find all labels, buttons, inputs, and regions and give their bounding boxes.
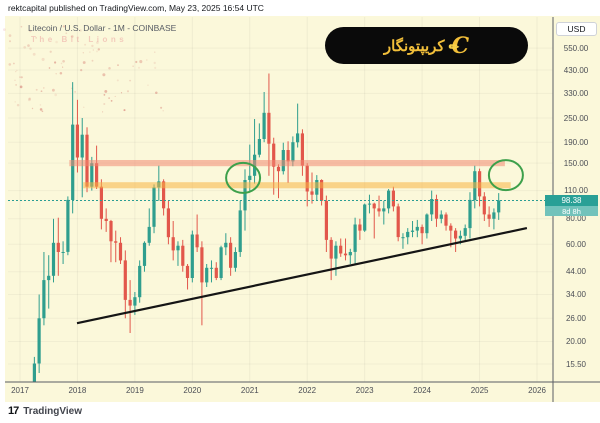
footer: 17 TradingView <box>8 404 82 418</box>
year-tick-label: 2026 <box>528 386 546 395</box>
price-tick-label: 26.00 <box>565 313 587 323</box>
published-line: rektcapital published on TradingView.com… <box>8 3 264 13</box>
year-tick-label: 2024 <box>413 386 431 395</box>
year-tick-label: 2022 <box>298 386 317 395</box>
price-tick-label: 44.00 <box>565 267 587 277</box>
price-tick-label: 550.00 <box>563 43 589 53</box>
chart-title: Litecoin / U.S. Dollar - 1M - COINBASE <box>28 23 177 33</box>
price-tick-label: 80.00 <box>565 214 587 224</box>
year-tick-label: 2021 <box>240 386 259 395</box>
year-tick-label: 2023 <box>355 386 374 395</box>
year-tick-label: 2025 <box>470 386 489 395</box>
year-tick-label: 2018 <box>68 386 87 395</box>
speckle-watermark <box>3 25 164 113</box>
price-tick-label: 250.00 <box>563 113 589 123</box>
brand-badge: کریپتونگار C ✎ <box>325 27 528 64</box>
brand-badge-label: کریپتونگار <box>383 37 445 55</box>
currency-button[interactable]: USD <box>556 22 597 36</box>
last-price-badge: 98.38 <box>545 195 598 206</box>
price-tick-label: 330.00 <box>563 88 589 98</box>
price-tick-label: 15.50 <box>565 359 587 369</box>
price-tick-label: 110.00 <box>564 186 588 196</box>
brand-monogram: C ✎ <box>445 35 469 57</box>
year-tick-label: 2017 <box>11 386 29 395</box>
tradingview-logo-icon: 17 <box>8 405 19 417</box>
price-tick-label: 430.00 <box>563 65 589 75</box>
price-tick-label: 34.00 <box>565 290 587 299</box>
year-tick-label: 2020 <box>183 386 202 395</box>
watermark-text: The Bit Lions <box>31 35 128 44</box>
price-tick-label: 190.00 <box>563 137 589 147</box>
price-tick-label: 60.00 <box>565 239 587 249</box>
year-tick-label: 2019 <box>125 386 144 395</box>
tradingview-brand-link[interactable]: TradingView <box>23 405 82 417</box>
price-tick-label: 20.00 <box>565 337 587 346</box>
chart-panel <box>5 16 600 402</box>
bar-countdown-badge: 8d 8h <box>545 206 598 216</box>
price-tick-label: 150.00 <box>563 158 589 168</box>
